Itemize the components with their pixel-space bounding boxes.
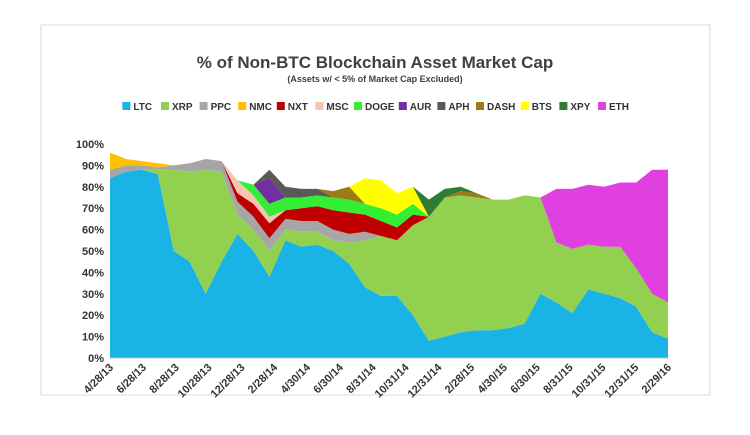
y-tick-label: 40% (82, 267, 104, 279)
y-axis: 0% 10% 20% 30% 40% 50% 60% 70% 80% 90% 100% (76, 139, 668, 365)
legend-item-xpy: XPY (559, 102, 591, 113)
legend-label: AUR (410, 102, 432, 113)
legend-item-xrp: XRP (161, 102, 193, 113)
legend-swatch (161, 102, 169, 110)
legend-label: NXT (288, 102, 308, 113)
legend: LTC XRP PPC NMC NXT MSC DOGE AUR APH DASH BTS XPY ET… (122, 102, 629, 113)
legend-swatch (238, 102, 247, 110)
area-doge (110, 152, 668, 303)
y-tick-label: 80% (82, 182, 104, 194)
legend-label: ETH (609, 102, 629, 113)
legend-label: DOGE (365, 102, 395, 113)
legend-swatch (437, 102, 446, 110)
legend-item-aph: APH (437, 102, 470, 113)
legend-swatch (559, 102, 568, 110)
legend-label: BTS (532, 102, 552, 113)
legend-swatch (598, 102, 606, 110)
legend-item-eth: ETH (598, 102, 629, 113)
legend-item-dash: DASH (476, 102, 515, 113)
area-xrp (110, 169, 668, 341)
y-tick-label: 10% (82, 332, 104, 344)
legend-item-ltc: LTC (122, 102, 152, 113)
y-tick-label: 20% (82, 310, 104, 322)
area-nxt (110, 152, 668, 303)
legend-swatch (354, 102, 362, 110)
legend-label: NMC (249, 102, 272, 113)
y-tick-label: 90% (82, 160, 104, 172)
legend-item-doge: DOGE (354, 102, 395, 113)
legend-label: PPC (211, 102, 232, 113)
legend-item-nxt: NXT (276, 102, 308, 113)
legend-item-nmc: NMC (238, 102, 272, 113)
legend-item-ppc: PPC (199, 102, 232, 113)
legend-label: LTC (133, 102, 152, 113)
area-ltc (110, 169, 668, 358)
legend-swatch (199, 102, 208, 110)
legend-label: MSC (326, 102, 348, 113)
y-tick-label: 100% (76, 139, 104, 151)
legend-label: APH (448, 102, 469, 113)
y-tick-label: 30% (82, 289, 104, 301)
legend-label: DASH (487, 102, 515, 113)
y-tick-label: 70% (82, 203, 104, 215)
legend-swatch (276, 102, 285, 110)
chart-title: % of Non-BTC Blockchain Asset Market Cap (197, 53, 553, 72)
legend-item-bts: BTS (520, 102, 552, 113)
legend-swatch (520, 102, 529, 110)
chart-subtitle: (Assets w/ < 5% of Market Cap Excluded) (287, 74, 462, 84)
legend-swatch (122, 102, 131, 110)
y-tick-label: 60% (82, 225, 104, 237)
legend-item-msc: MSC (315, 102, 349, 113)
legend-swatch (476, 102, 484, 110)
legend-item-aur: AUR (398, 102, 432, 113)
legend-label: XPY (570, 102, 590, 113)
y-tick-label: 50% (82, 246, 104, 258)
legend-swatch (315, 102, 324, 110)
plot-areas (110, 152, 668, 358)
legend-swatch (398, 102, 407, 110)
legend-label: XRP (172, 102, 193, 113)
area-eth (110, 152, 668, 303)
y-tick-label: 0% (88, 353, 104, 365)
